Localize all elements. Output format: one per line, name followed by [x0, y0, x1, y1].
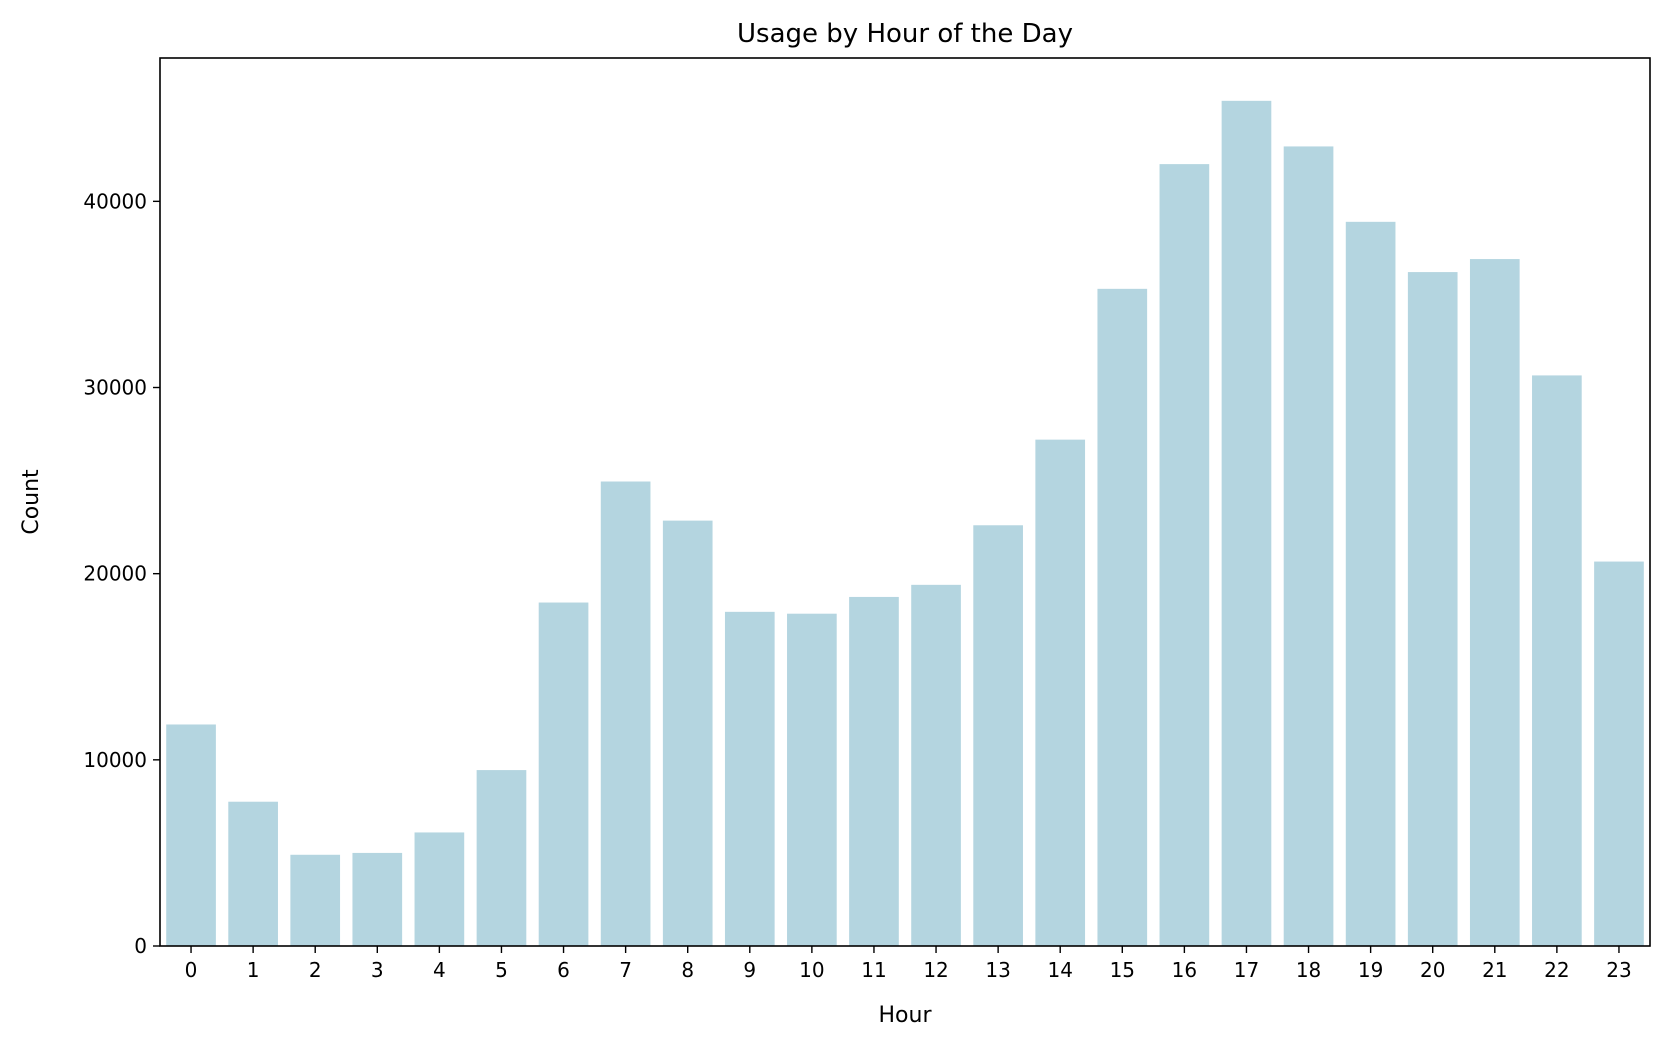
y-tick-label: 10000 [83, 748, 147, 772]
y-tick-label: 0 [134, 934, 147, 958]
x-tick-label: 8 [681, 958, 694, 982]
bar-hour-3 [352, 852, 403, 946]
x-tick-label: 10 [799, 958, 824, 982]
x-tick-label: 6 [557, 958, 570, 982]
x-tick-label: 5 [495, 958, 508, 982]
bar-hour-23 [1594, 561, 1644, 946]
y-tick-label: 20000 [83, 562, 147, 586]
bar-hour-1 [228, 801, 278, 946]
bar-hour-6 [538, 602, 589, 946]
bar-hour-19 [1345, 221, 1396, 946]
chart-title: Usage by Hour of the Day [737, 19, 1073, 49]
x-tick-label: 14 [1047, 958, 1072, 982]
x-tick-label: 0 [185, 958, 198, 982]
x-tick-label: 13 [985, 958, 1010, 982]
x-tick-label: 21 [1482, 958, 1507, 982]
bar-hour-17 [1221, 100, 1272, 946]
bar-hour-14 [1035, 439, 1086, 946]
x-tick-label: 22 [1544, 958, 1569, 982]
x-tick-label: 16 [1172, 958, 1197, 982]
x-tick-label: 11 [861, 958, 886, 982]
x-axis-title: Hour [879, 1003, 933, 1028]
x-tick-label: 12 [923, 958, 948, 982]
bar-hour-11 [849, 596, 899, 946]
bar-hour-9 [724, 611, 775, 946]
x-tick-label: 4 [433, 958, 446, 982]
x-tick-label: 2 [309, 958, 322, 982]
bar-hour-21 [1469, 259, 1520, 946]
bar-hour-15 [1097, 288, 1148, 947]
bar-hour-20 [1407, 272, 1458, 947]
bar-hour-18 [1283, 146, 1334, 946]
bar-hour-5 [476, 770, 527, 946]
x-tick-label: 15 [1110, 958, 1135, 982]
bar-hour-4 [414, 832, 465, 946]
y-axis-title: Count [19, 469, 44, 535]
bar-hour-10 [787, 613, 837, 946]
bar-hour-8 [662, 520, 713, 946]
x-tick-label: 9 [743, 958, 756, 982]
bars-group [166, 100, 1644, 947]
bar-hour-22 [1532, 375, 1582, 946]
bar-hour-2 [290, 854, 341, 946]
bar-hour-16 [1159, 164, 1210, 947]
bar-hour-13 [973, 525, 1023, 946]
x-tick-label: 1 [247, 958, 260, 982]
x-tick-label: 19 [1358, 958, 1383, 982]
y-tick-label: 30000 [83, 376, 147, 400]
bar-hour-0 [166, 724, 216, 946]
x-tick-label: 20 [1420, 958, 1445, 982]
plot-frame [159, 57, 1651, 947]
bar-hour-7 [600, 481, 651, 946]
x-tick-label: 17 [1234, 958, 1259, 982]
x-axis: 0 1 2 3 4 5 6 7 8 9 10 11 12 13 14 15 16 17 18 19 20 21 22 23 [185, 946, 1632, 982]
x-tick-label: 18 [1296, 958, 1321, 982]
x-tick-label: 7 [619, 958, 632, 982]
y-axis: 0 10000 20000 30000 40000 [83, 189, 160, 958]
y-tick-label: 40000 [83, 189, 147, 213]
bar-hour-12 [911, 584, 961, 946]
x-tick-label: 3 [371, 958, 384, 982]
x-tick-label: 23 [1606, 958, 1631, 982]
